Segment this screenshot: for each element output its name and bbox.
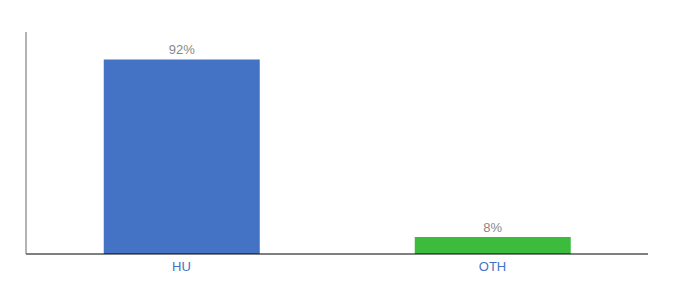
svg-text:HU: HU xyxy=(172,259,191,274)
svg-text:8%: 8% xyxy=(483,220,502,235)
svg-text:92%: 92% xyxy=(169,42,195,57)
svg-text:OTH: OTH xyxy=(479,259,506,274)
